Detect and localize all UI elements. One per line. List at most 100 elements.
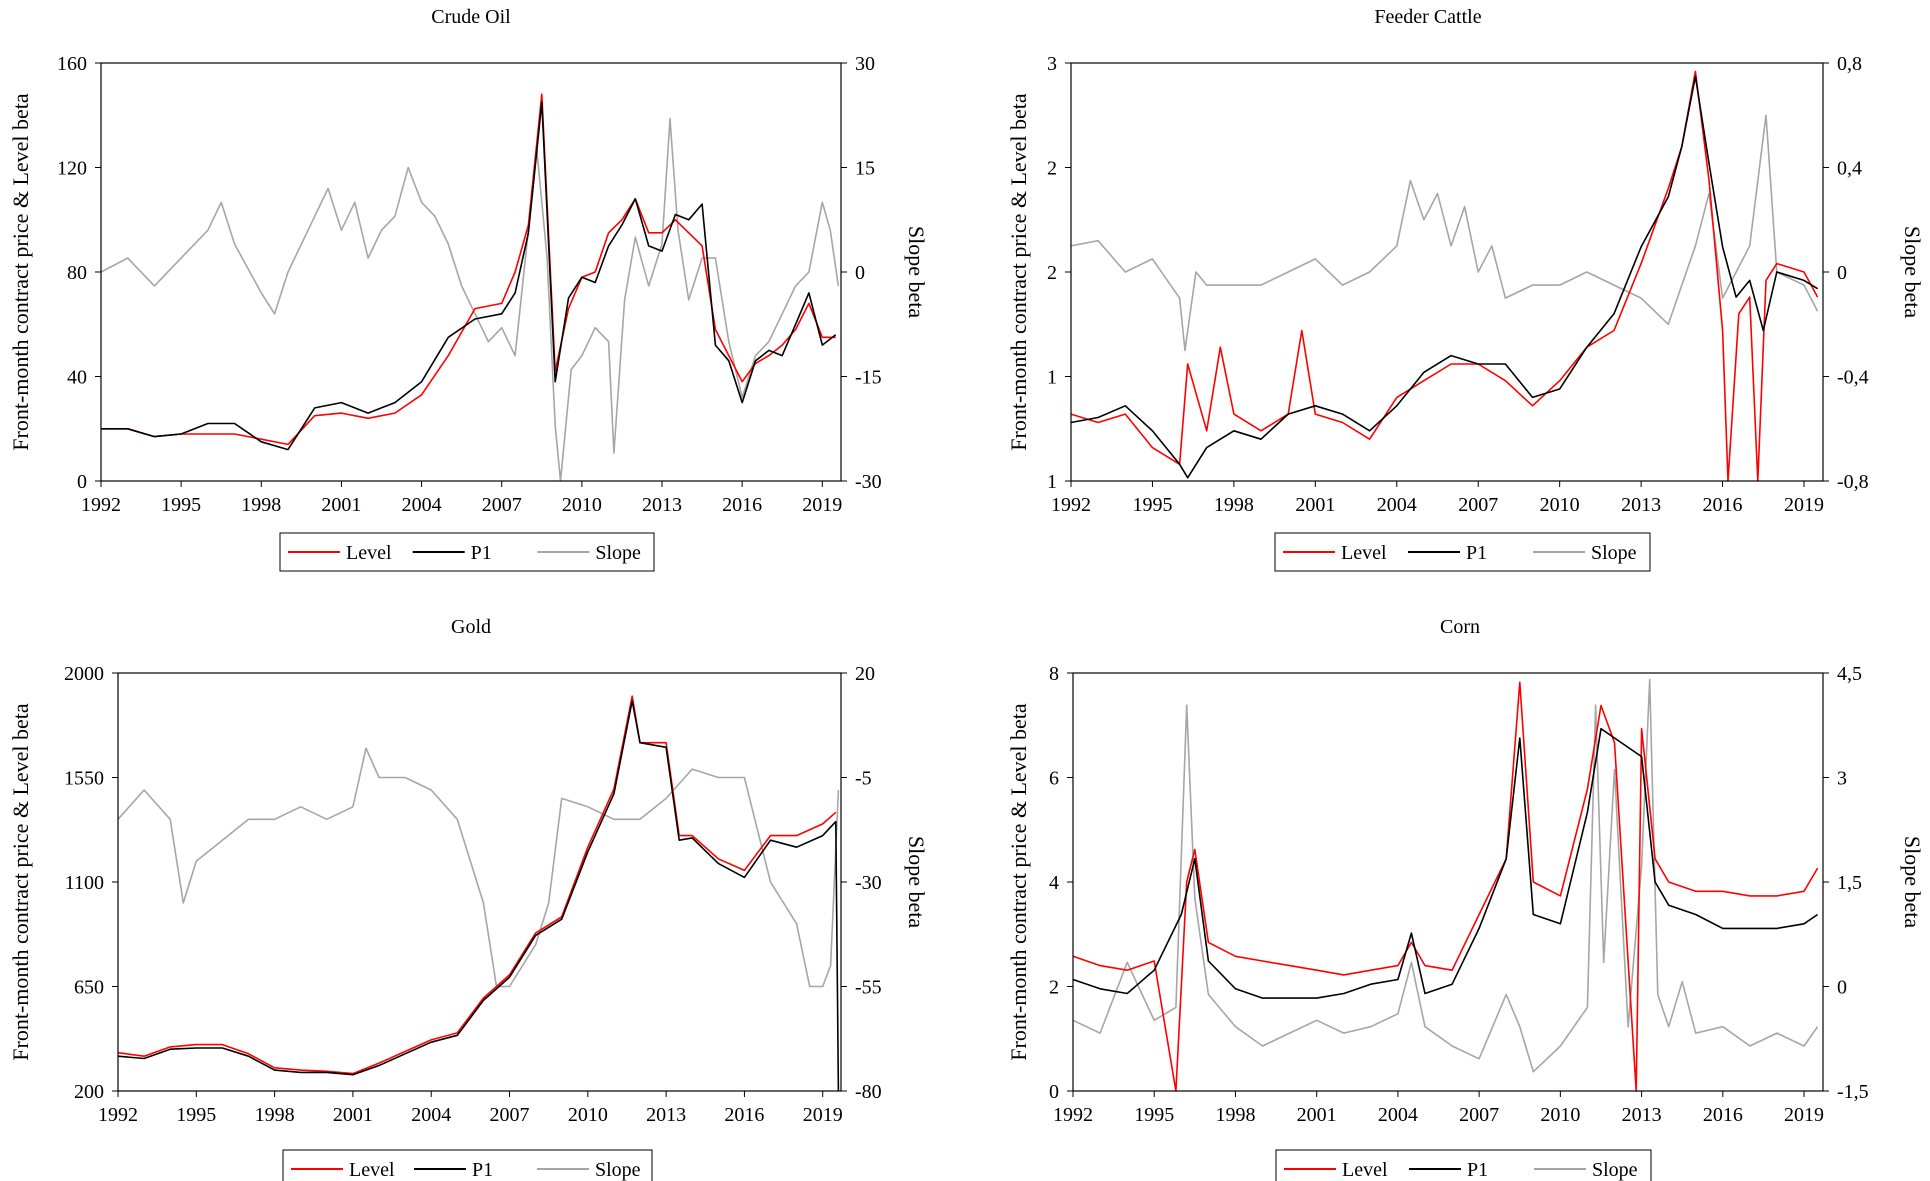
y2-tick-label: 0,4: [1837, 158, 1862, 180]
y-axis-title: Front-month contract price & Level beta: [8, 703, 33, 1061]
series-p1-line: [1072, 727, 1819, 999]
y-tick-label: 120: [57, 158, 87, 180]
legend: Level P1 Slope: [1274, 532, 1651, 572]
series-level-line: [117, 695, 837, 1075]
legend: Level P1 Slope: [279, 532, 655, 572]
x-tick-label: 2019: [1784, 1104, 1824, 1126]
x-tick-label: 2001: [1297, 1104, 1337, 1126]
x-tick-label: 2016: [1703, 1104, 1743, 1126]
series-slope-line: [100, 117, 840, 482]
y-tick-label: 1100: [65, 872, 104, 894]
y-tick-label: 6: [1049, 768, 1059, 790]
y2-tick-label: 0: [855, 262, 865, 284]
y-tick-label: 2000: [64, 663, 104, 685]
legend-label-level: Level: [1342, 1159, 1388, 1181]
legend-label-level: Level: [346, 542, 392, 564]
y-tick-label: 3: [1047, 53, 1057, 75]
y2-tick-label: -80: [855, 1081, 882, 1103]
y-tick-label: 200: [74, 1081, 104, 1103]
y-tick-label: 1: [1047, 471, 1057, 493]
y-tick-label: 2: [1047, 262, 1057, 284]
y-tick-label: 160: [57, 53, 87, 75]
y-tick-label: 8: [1049, 663, 1059, 685]
legend: Level P1 Slope: [282, 1149, 653, 1181]
plot-area-frame: [100, 62, 842, 482]
y2-tick-label: -15: [855, 367, 882, 389]
x-tick-label: 2019: [803, 1104, 843, 1126]
x-tick-label: 2007: [1458, 494, 1498, 516]
y-tick-label: 2: [1047, 158, 1057, 180]
y-tick-label: 650: [74, 977, 104, 999]
x-tick-label: 1992: [98, 1104, 138, 1126]
y-tick-label: 1550: [64, 768, 104, 790]
y-axis-title: Front-month contract price & Level beta: [8, 93, 33, 451]
legend-label-level: Level: [1341, 542, 1387, 564]
x-tick-label: 1995: [1134, 1104, 1174, 1126]
series-level-line: [101, 93, 836, 446]
y-axis-title: Front-month contract price & Level beta: [1006, 703, 1031, 1061]
y2-axis-title: Slope beta: [904, 836, 929, 928]
x-tick-label: 2016: [722, 494, 762, 516]
legend-label-level: Level: [349, 1159, 395, 1181]
series-level-line: [1072, 681, 1819, 1092]
y2-axis-title: Slope beta: [1900, 836, 1925, 928]
x-tick-label: 1992: [81, 494, 121, 516]
x-tick-label: 2016: [724, 1104, 764, 1126]
x-tick-label: 2007: [1459, 1104, 1499, 1126]
y2-tick-label: 4,5: [1837, 663, 1862, 685]
x-tick-label: 2001: [1295, 494, 1335, 516]
legend-label-p1: P1: [472, 1159, 493, 1181]
x-tick-label: 2007: [482, 494, 522, 516]
y-tick-label: 80: [67, 262, 87, 284]
x-tick-label: 2019: [1784, 494, 1824, 516]
legend-label-slope: Slope: [595, 1159, 641, 1181]
y2-tick-label: -55: [855, 977, 882, 999]
y2-axis-title: Slope beta: [904, 226, 929, 318]
y2-tick-label: 0,8: [1837, 53, 1862, 75]
legend: Level P1 Slope: [1275, 1149, 1652, 1181]
x-tick-label: 2010: [562, 494, 602, 516]
chart-title: Gold: [451, 616, 491, 638]
y-tick-label: 0: [77, 471, 87, 493]
legend-label-slope: Slope: [1592, 1159, 1638, 1181]
x-tick-label: 1998: [241, 494, 281, 516]
y-tick-label: 2: [1049, 977, 1059, 999]
series-p1-line: [117, 700, 840, 1092]
y2-tick-label: -30: [855, 471, 882, 493]
y2-tick-label: -5: [855, 768, 872, 790]
x-tick-label: 2010: [1540, 1104, 1580, 1126]
chart-title: Feeder Cattle: [1374, 6, 1481, 28]
x-tick-label: 2004: [411, 1104, 451, 1126]
chart-title: Crude Oil: [431, 6, 511, 28]
y-axis-title: Front-month contract price & Level beta: [1006, 93, 1031, 451]
plot-area-frame: [117, 672, 842, 1092]
y-tick-label: 0: [1049, 1081, 1059, 1103]
x-tick-label: 1992: [1051, 494, 1091, 516]
x-tick-label: 1998: [255, 1104, 295, 1126]
y2-tick-label: 1,5: [1837, 872, 1862, 894]
chart-title: Corn: [1440, 616, 1480, 638]
x-tick-label: 2004: [1378, 1104, 1418, 1126]
series-p1-line: [1070, 75, 1819, 479]
y2-tick-label: 0: [1837, 262, 1847, 284]
legend-label-slope: Slope: [1591, 542, 1637, 564]
x-tick-label: 1995: [161, 494, 201, 516]
x-tick-label: 2001: [321, 494, 361, 516]
y2-tick-label: -0,8: [1837, 471, 1869, 493]
x-tick-label: 2016: [1703, 494, 1743, 516]
chart-panel-1: Crude Oil 1992 1995 1998 2001 2004 2007 2010 201…: [8, 6, 929, 572]
legend-label-slope: Slope: [595, 542, 641, 564]
series-level-line: [1070, 70, 1819, 482]
legend-label-p1: P1: [1467, 1159, 1488, 1181]
x-tick-label: 2013: [1621, 494, 1661, 516]
x-tick-label: 2013: [646, 1104, 686, 1126]
x-tick-label: 1992: [1053, 1104, 1093, 1126]
series-p1-line: [101, 101, 837, 451]
x-tick-label: 1998: [1214, 494, 1254, 516]
x-tick-label: 2001: [333, 1104, 373, 1126]
x-tick-label: 2007: [490, 1104, 530, 1126]
legend-box: [279, 532, 655, 572]
